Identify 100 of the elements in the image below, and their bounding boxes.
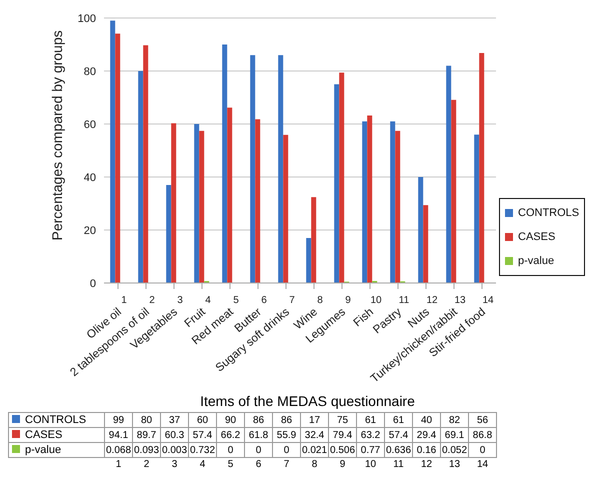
bar bbox=[283, 134, 288, 283]
data-label: 57.4 bbox=[188, 428, 216, 442]
data-label: 82 bbox=[440, 412, 468, 428]
y-tick-label: 100 bbox=[78, 12, 96, 25]
data-label: 80 bbox=[132, 412, 160, 428]
text: 3 bbox=[177, 295, 184, 306]
text: 4 bbox=[205, 295, 212, 306]
text: 13 bbox=[448, 459, 460, 470]
y-tick-label: 0 bbox=[90, 278, 96, 290]
legend-label: p-value bbox=[518, 255, 554, 267]
x-axis-title: Items of the MEDAS questionnaire bbox=[199, 393, 416, 409]
bar bbox=[446, 66, 452, 283]
y-axis-title: Percentages compared by groups bbox=[48, 30, 65, 240]
y-tick-label: 40 bbox=[84, 172, 96, 184]
bar bbox=[194, 124, 200, 283]
bar bbox=[334, 84, 340, 283]
data-label: 55.9 bbox=[272, 428, 300, 442]
bar bbox=[451, 100, 456, 283]
data-label: 29.4 bbox=[412, 428, 440, 442]
data-label: 0 bbox=[244, 442, 272, 458]
bar bbox=[306, 238, 312, 283]
bar bbox=[110, 20, 116, 283]
bar bbox=[143, 45, 148, 283]
bar bbox=[339, 72, 344, 283]
data-label: 94.1 bbox=[104, 428, 132, 442]
legend-label: CASES bbox=[518, 231, 556, 243]
text: 7 bbox=[284, 459, 290, 470]
text: 2 bbox=[149, 295, 156, 306]
data-label: 0.003 bbox=[160, 442, 188, 458]
bar bbox=[166, 184, 172, 283]
bar bbox=[479, 52, 484, 283]
data-label: 61 bbox=[356, 412, 384, 428]
y-tick-label: 80 bbox=[84, 66, 96, 78]
bar bbox=[362, 121, 368, 283]
text: 6 bbox=[256, 459, 262, 470]
text: 8 bbox=[312, 459, 318, 470]
data-label: 86 bbox=[272, 412, 300, 428]
bar bbox=[311, 197, 316, 283]
bar bbox=[115, 34, 120, 283]
bar bbox=[222, 44, 228, 283]
data-label: 17 bbox=[300, 412, 328, 428]
data-label: 40 bbox=[412, 412, 440, 428]
data-label: 0.068 bbox=[104, 442, 132, 458]
bar bbox=[138, 71, 144, 283]
data-label: 0.052 bbox=[440, 442, 468, 458]
data-label: 79.4 bbox=[328, 428, 356, 442]
data-label: 0.77 bbox=[356, 442, 384, 458]
data-label: 66.2 bbox=[216, 428, 244, 442]
bar bbox=[474, 134, 480, 283]
data-label: 60 bbox=[188, 412, 216, 428]
text: 14 bbox=[482, 295, 494, 306]
data-label: 0 bbox=[272, 442, 300, 458]
data-label: 56 bbox=[468, 412, 496, 428]
text: 9 bbox=[340, 459, 346, 470]
text: 7 bbox=[289, 295, 296, 306]
bar bbox=[227, 108, 232, 283]
text: 5 bbox=[233, 295, 240, 306]
bar bbox=[395, 130, 400, 283]
text: 10 bbox=[370, 295, 382, 306]
data-label: 89.7 bbox=[132, 428, 160, 442]
data-label: 0.636 bbox=[384, 442, 412, 458]
text: 3 bbox=[172, 459, 178, 470]
text: 4 bbox=[200, 459, 206, 470]
data-label: 86 bbox=[244, 412, 272, 428]
data-label: 63.2 bbox=[356, 428, 384, 442]
text: 8 bbox=[317, 295, 324, 306]
data-label: 0 bbox=[468, 442, 496, 458]
data-label: 32.4 bbox=[300, 428, 328, 442]
text: 10 bbox=[364, 459, 376, 470]
legend-label: CONTROLS bbox=[518, 207, 580, 219]
text: 11 bbox=[393, 459, 404, 470]
data-label: 57.4 bbox=[384, 428, 412, 442]
data-label: 60.3 bbox=[160, 428, 188, 442]
data-label: 75 bbox=[328, 412, 356, 428]
data-label: 61 bbox=[384, 412, 412, 428]
y-tick-label: 60 bbox=[84, 118, 96, 131]
bar bbox=[250, 55, 256, 283]
y-tick-label: 20 bbox=[84, 224, 96, 237]
data-label: 99 bbox=[104, 412, 132, 428]
data-label: 86.8 bbox=[468, 428, 496, 442]
bar bbox=[423, 205, 428, 283]
bar bbox=[199, 130, 204, 283]
text: 9 bbox=[345, 295, 352, 306]
bar bbox=[255, 119, 260, 283]
data-label: 69.1 bbox=[440, 428, 468, 442]
text: CASES bbox=[25, 429, 62, 441]
data-label: 0.093 bbox=[132, 442, 160, 458]
text: 12 bbox=[426, 295, 438, 306]
text: 13 bbox=[454, 295, 466, 306]
text: 14 bbox=[476, 459, 488, 470]
text: 6 bbox=[261, 295, 268, 306]
bar bbox=[418, 177, 424, 283]
text: 11 bbox=[398, 295, 410, 306]
text: p-value bbox=[25, 444, 62, 456]
text: 5 bbox=[228, 459, 234, 470]
bar bbox=[367, 116, 372, 283]
bar bbox=[390, 121, 396, 283]
text: CONTROLS bbox=[25, 414, 86, 426]
data-label: 0.021 bbox=[300, 442, 328, 458]
bar bbox=[171, 123, 176, 283]
